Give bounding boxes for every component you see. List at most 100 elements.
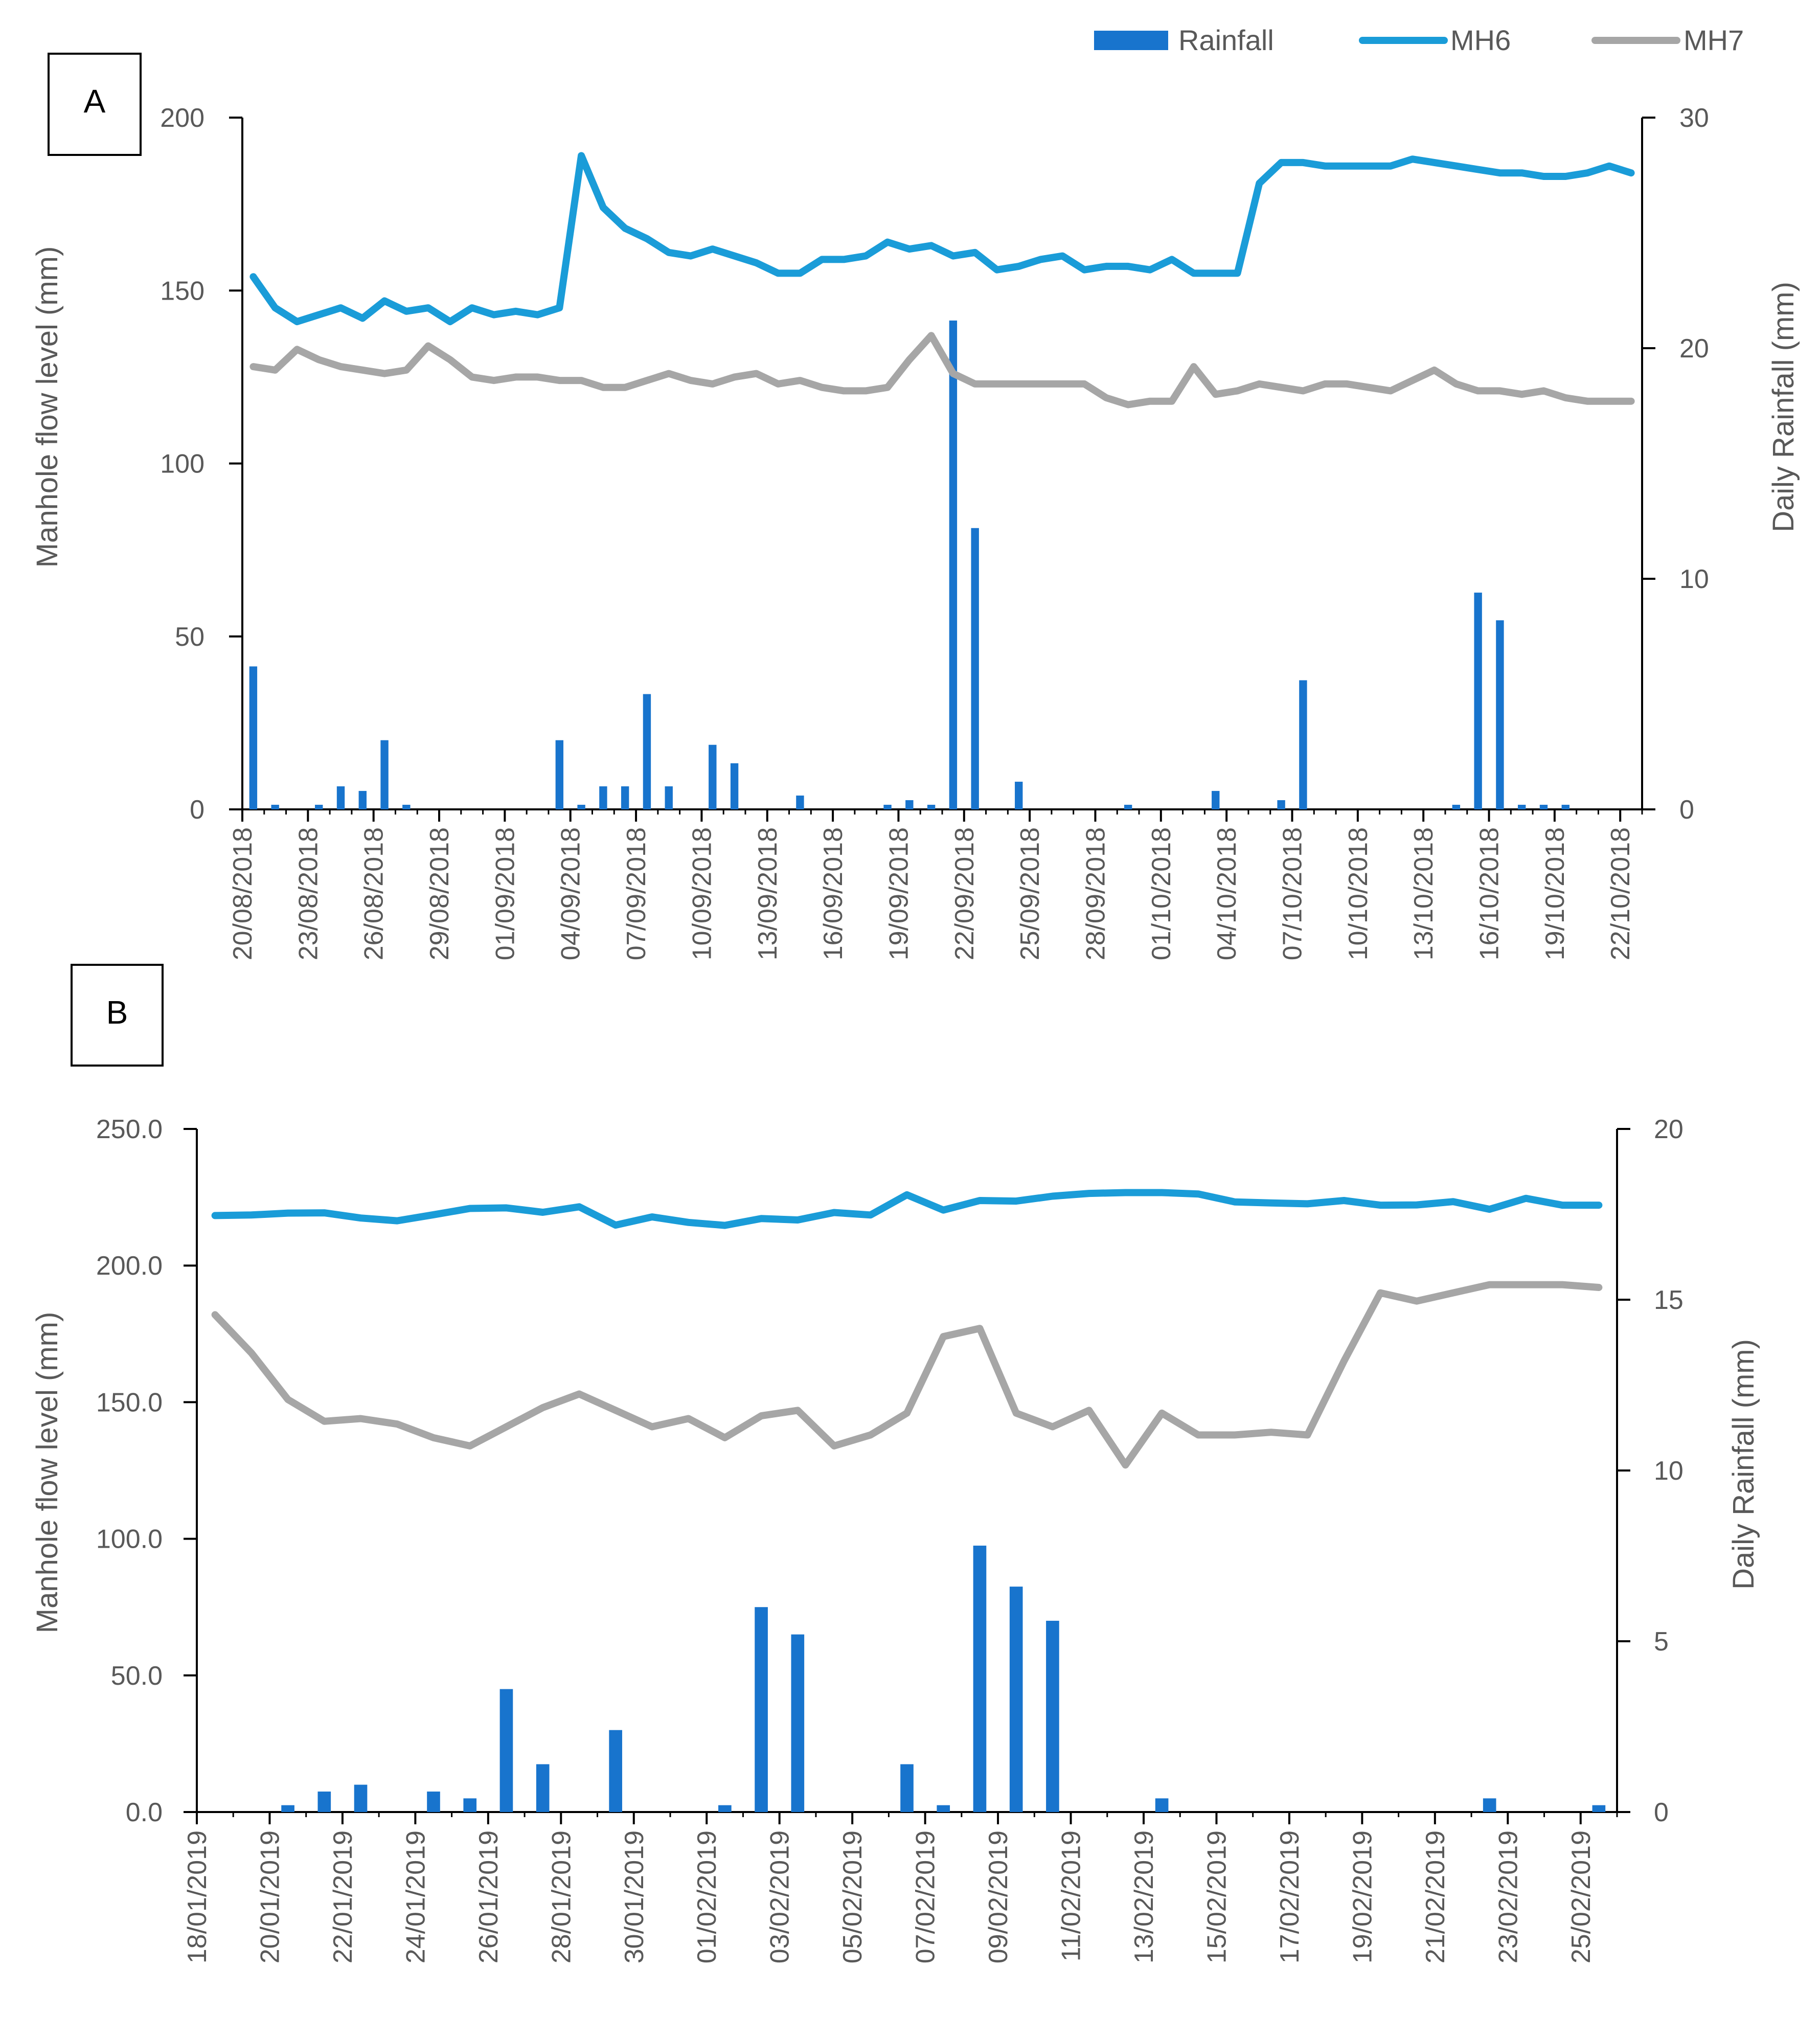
panel-b-right-axis-title: Daily Rainfall (mm) [1727, 1339, 1760, 1590]
panel-a-rainfall-bar [796, 795, 804, 809]
panel-a-rainfall-bar [1518, 804, 1526, 809]
panel-a-left-tick-label: 150 [160, 276, 204, 306]
panel-b-x-tick-label: 22/01/2019 [328, 1830, 358, 1963]
panel-a-right-tick-label: 30 [1679, 103, 1709, 133]
legend: Rainfall MH6 MH7 [1094, 24, 1744, 56]
panel-a-rainfall-bar [249, 666, 258, 809]
panel-b-x-tick-label: 25/02/2019 [1566, 1830, 1596, 1963]
panel-a-x-tick-label: 22/09/2018 [950, 827, 980, 960]
panel-a-x-tick-label: 07/09/2018 [622, 827, 651, 960]
panel-a-x-tick-label: 23/08/2018 [293, 827, 323, 960]
panel-a-rainfall-bar [643, 694, 651, 809]
panel-a-x-tick-label: 19/09/2018 [884, 827, 914, 960]
panel-b-x-tick-label: 24/01/2019 [401, 1830, 430, 1963]
panel-a-left-tick-label: 0 [190, 795, 204, 825]
panel-a-x-tick-label: 01/10/2018 [1147, 827, 1176, 960]
panel-a-x-tick-label: 16/09/2018 [818, 827, 848, 960]
panel-a-left-tick-label: 200 [160, 103, 204, 133]
panel-a-right-tick-label: 0 [1679, 795, 1694, 825]
panel-b-x-tick-label: 23/02/2019 [1493, 1830, 1523, 1963]
panel-b-x-tick-label: 18/01/2019 [183, 1830, 212, 1963]
panel-a-x-tick-label: 29/08/2018 [425, 827, 454, 960]
panel-a-x-tick-label: 26/08/2018 [359, 827, 389, 960]
panel-b-rainfall-bar [791, 1634, 805, 1812]
panel-b-rainfall-bar [718, 1805, 732, 1812]
panel-b-rainfall-bar [1592, 1805, 1606, 1812]
panel-a-rainfall-bar [315, 804, 323, 809]
panel-b-x-tick-label: 11/02/2019 [1057, 1830, 1086, 1961]
panel-a-rainfall-bar [730, 763, 739, 809]
panel-b-x-tick-label: 26/01/2019 [474, 1830, 504, 1963]
panel-b-x-tick-label: 20/01/2019 [255, 1830, 285, 1963]
panel-a-x-tick-label: 20/08/2018 [228, 827, 258, 960]
panel-b-rainfall-bar [937, 1805, 950, 1812]
panel-a-x-tick-label: 01/09/2018 [490, 827, 520, 960]
chart-panel-b: B Manhole flow level (mm) Daily Rainfall… [31, 964, 1760, 1963]
panel-b-rainfall-bar [317, 1791, 331, 1812]
panel-a-rainfall-bar [358, 790, 367, 809]
panel-b-x-tick-label: 03/02/2019 [765, 1830, 795, 1963]
panel-a-x-tick-label: 13/09/2018 [753, 827, 783, 960]
panel-a-left-axis-title: Manhole flow level (mm) [31, 246, 64, 568]
panel-b-x-tick-label: 09/02/2019 [984, 1830, 1013, 1963]
panel-a-rainfall-bar [665, 786, 673, 809]
panel-a-rainfall-bar [402, 804, 411, 809]
panel-b-right-tick-label: 0 [1654, 1798, 1669, 1827]
panel-a-left-tick-label: 100 [160, 449, 204, 479]
panel-b-rainfall-bar [281, 1805, 294, 1812]
panel-a-rainfall-bar [709, 744, 717, 809]
panel-a-rainfall-bar [1452, 804, 1461, 809]
panel-b-x-tick-label: 17/02/2019 [1275, 1830, 1305, 1963]
panel-a-x-tick-label: 22/10/2018 [1606, 827, 1635, 960]
panel-a-x-tick-label: 07/10/2018 [1278, 827, 1308, 960]
panel-b-rainfall-bar [463, 1798, 477, 1812]
panel-a-rainfall-bar [336, 786, 345, 809]
panel-b-left-tick-label: 50.0 [111, 1661, 163, 1691]
panel-a-right-tick-label: 10 [1679, 564, 1709, 594]
panel-b-x-tick-label: 30/01/2019 [620, 1830, 649, 1963]
panel-a-rainfall-bar [621, 786, 629, 809]
panel-a-rainfall-bar [1561, 804, 1569, 809]
panel-a-mh7-line [249, 332, 1635, 409]
panel-a-rainfall-bar [1539, 804, 1548, 809]
panel-a-rainfall-bar [1015, 781, 1023, 809]
panel-a-rainfall-bar [1496, 620, 1504, 809]
panel-a-x-tick-label: 04/09/2018 [556, 827, 586, 960]
panel-a-rainfall-bar [883, 804, 892, 809]
panel-b-x-tick-label: 01/02/2019 [692, 1830, 722, 1963]
panel-b-rainfall-bar [354, 1784, 368, 1812]
panel-b-left-tick-label: 250.0 [96, 1115, 163, 1144]
panel-a-rainfall-bar [927, 804, 936, 809]
panel-a-rainfall-bar [271, 804, 279, 809]
legend-rainfall-label: Rainfall [1178, 24, 1274, 56]
panel-b-rainfall-bar [609, 1730, 622, 1812]
panel-b-x-tick-label: 21/02/2019 [1421, 1830, 1450, 1963]
panel-a-rainfall-bar [971, 528, 979, 809]
panel-b-x-tick-label: 07/02/2019 [911, 1830, 941, 1963]
panel-b-rainfall-bar [1009, 1587, 1023, 1812]
panel-b-left-tick-label: 100.0 [96, 1525, 163, 1554]
panel-a-x-tick-label: 10/10/2018 [1344, 827, 1373, 960]
panel-a-rainfall-bar [905, 800, 914, 809]
panel-a-right-axis-title: Daily Rainfall (mm) [1767, 282, 1800, 532]
panel-b-right-tick-label: 10 [1654, 1456, 1684, 1486]
panel-a-mh6-line [249, 152, 1635, 326]
panel-a-rainfall-bar [599, 786, 607, 809]
panel-b-label-box [71, 964, 164, 1067]
panel-b-rainfall-bar [1483, 1798, 1496, 1812]
panel-a-rainfall-bar [949, 320, 958, 809]
panel-a-rainfall-bar [1474, 593, 1482, 809]
panel-a-x-tick-label: 16/10/2018 [1475, 827, 1505, 960]
panel-b-mh7-line [211, 1281, 1603, 1469]
panel-a-left-tick-label: 50 [175, 622, 204, 652]
panel-b-x-tick-label: 28/01/2019 [547, 1830, 576, 1963]
panel-a-rainfall-bar [380, 740, 389, 809]
panel-a-x-tick-label: 10/09/2018 [687, 827, 717, 960]
panel-a-rainfall-bar [1299, 680, 1307, 809]
panel-b-rainfall-bar [499, 1689, 513, 1812]
panel-b-rainfall-bar [427, 1791, 440, 1812]
panel-a-rainfall-bar [577, 804, 585, 809]
panel-b-rainfall-bar [1155, 1798, 1169, 1812]
panel-a-rainfall-bar [1212, 790, 1220, 809]
